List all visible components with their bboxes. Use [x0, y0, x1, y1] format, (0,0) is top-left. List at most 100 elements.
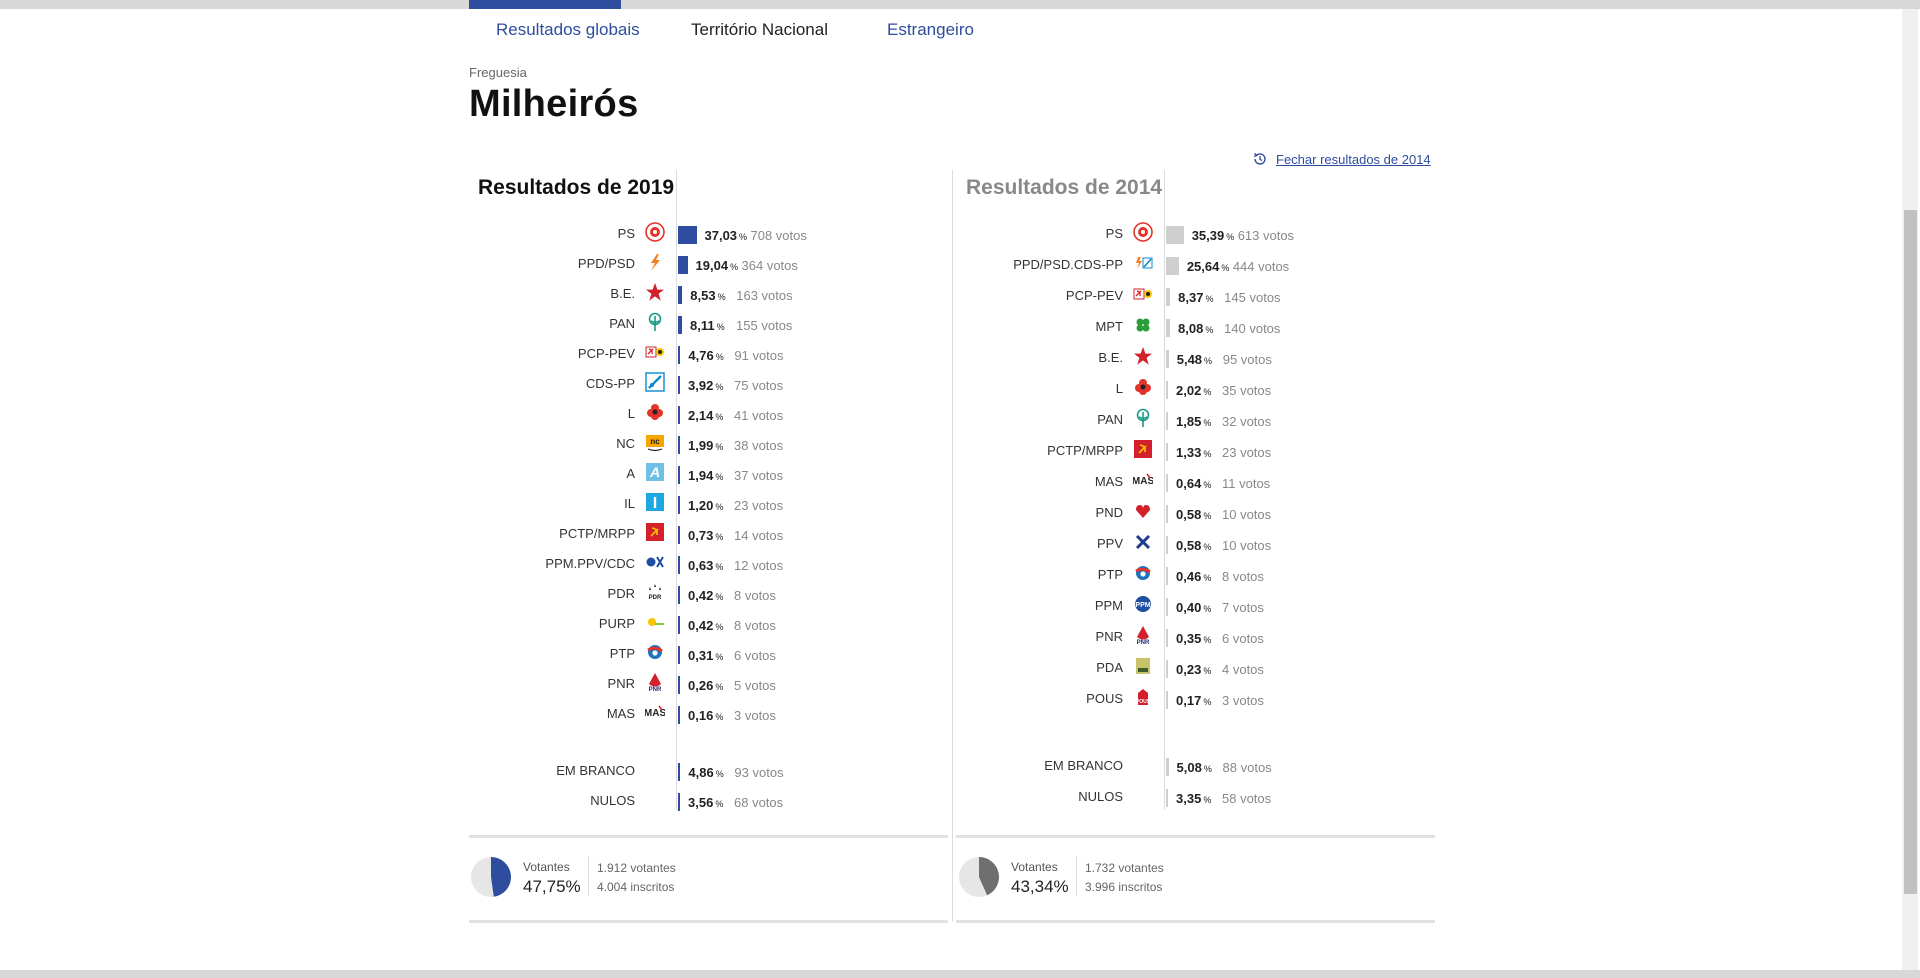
ps-icon	[1133, 222, 1153, 242]
party-name-box: PDR	[0, 582, 635, 606]
percent-sign: %	[1203, 764, 1212, 774]
turnout-voters-2019: 1.912 votantes	[597, 861, 676, 875]
svg-text:PNR: PNR	[1137, 640, 1150, 645]
result-percent-value: 0,40	[1176, 600, 1202, 615]
party-name: L	[1115, 381, 1123, 396]
result-percent: 1,20%	[688, 498, 723, 513]
percent-sign: %	[716, 322, 725, 332]
result-bar	[1166, 789, 1168, 807]
result-bar	[1166, 226, 1184, 244]
party-row-pous: POUS POUS 0,17% 3 votos	[0, 687, 1264, 711]
result-percent-value: 0,17	[1176, 693, 1202, 708]
party-name: PDA	[1096, 660, 1123, 675]
party-name-box: PPM	[0, 594, 1123, 618]
result-votes: 37 votos	[734, 468, 784, 483]
party-row-pan: PAN 8,11% 155 votos	[0, 312, 792, 336]
tab-estrangeiro[interactable]: Estrangeiro	[887, 20, 974, 39]
svg-text:MAS: MAS	[645, 708, 665, 719]
party-row-ps: PS 35,39% 613 votos	[0, 222, 1294, 246]
result-percent-value: 8,11	[690, 318, 715, 333]
party-name: PTP	[609, 646, 635, 661]
close-2014-results-link[interactable]: Fechar resultados de 2014	[1252, 151, 1431, 167]
result-votes: 14 votos	[734, 528, 784, 543]
party-name-box: PNR	[0, 672, 635, 696]
result-bar	[678, 376, 680, 394]
pctp-icon	[646, 523, 664, 541]
result-votes: 444 votos	[1232, 259, 1290, 274]
result-percent-value: 19,04	[695, 258, 729, 273]
party-name-box: PAN	[0, 408, 1123, 432]
separator-2019-top	[469, 835, 948, 838]
party-name-box: EM BRANCO	[0, 759, 635, 783]
result-percent-value: 0,16	[688, 708, 714, 723]
party-row-nulos: NULOS 3,56% 68 votos	[0, 789, 783, 813]
cds-icon	[645, 372, 665, 392]
party-name: PND	[1095, 505, 1123, 520]
party-name-box: PCTP/MRPP	[0, 522, 635, 546]
result-bar	[1166, 381, 1168, 399]
percent-sign: %	[715, 682, 724, 692]
result-votes: 93 votos	[734, 765, 784, 780]
top-progress-bar	[0, 0, 1920, 9]
party-name-box: PURP	[0, 612, 635, 636]
result-percent: 5,48%	[1177, 352, 1212, 367]
result-bar	[678, 556, 680, 574]
turnout-percent-2019: 47,75%	[523, 877, 581, 896]
party-name-box: MAS	[0, 470, 1123, 494]
result-percent-value: 37,03	[704, 228, 738, 243]
party-row-a: A A 1,94% 37 votos	[0, 462, 783, 486]
result-percent: 3,56%	[688, 795, 723, 810]
party-row-pda: PDA 0,23% 4 votos	[0, 656, 1264, 680]
scrollbar-thumb[interactable]	[1904, 210, 1917, 894]
result-percent-value: 4,76	[688, 348, 714, 363]
result-votes: 10 votos	[1222, 507, 1272, 522]
psd-icon	[651, 254, 660, 271]
pcp-pev-icon	[1133, 288, 1152, 300]
party-name-box: PCP-PEV	[0, 284, 1123, 308]
turnout-label-2014: Votantes	[1011, 860, 1058, 874]
percent-sign: %	[1205, 294, 1214, 304]
result-votes: 11 votos	[1222, 476, 1271, 491]
page-title: Milheirós	[469, 83, 639, 125]
result-percent-value: 25,64	[1186, 259, 1220, 274]
party-name-box: PS	[0, 222, 635, 246]
party-row-pcp-pev: PCP-PEV 8,37% 145 votos	[0, 284, 1281, 308]
result-bar	[1166, 474, 1168, 492]
result-percent: 1,99%	[688, 438, 723, 453]
party-name-box: PTP	[0, 642, 635, 666]
result-percent-value: 3,56	[688, 795, 714, 810]
party-name: NULOS	[590, 793, 635, 808]
result-bar	[1166, 758, 1169, 776]
party-row-pcp-pev: PCP-PEV 4,76% 91 votos	[0, 342, 784, 366]
result-percent: 3,92%	[688, 378, 723, 393]
percent-sign: %	[715, 622, 724, 632]
result-percent: 1,85%	[1176, 414, 1211, 429]
tab-territorio-nacional[interactable]: Território Nacional	[691, 20, 828, 39]
separator-2019-bottom	[469, 920, 948, 923]
result-percent: 8,53%	[690, 288, 725, 303]
svg-text:PPM: PPM	[1135, 602, 1150, 609]
result-percent-value: 0,42	[688, 618, 714, 633]
party-row-ppm: PPM PPM 0,40% 7 votos	[0, 594, 1264, 618]
tab-resultados-globais[interactable]: Resultados globais	[496, 20, 640, 39]
percent-sign: %	[715, 652, 724, 662]
percent-sign: %	[1203, 635, 1212, 645]
result-votes: 32 votos	[1222, 414, 1272, 429]
result-bar	[678, 616, 680, 634]
party-name-box: NULOS	[0, 789, 635, 813]
result-votes: 6 votos	[1222, 631, 1264, 646]
party-name-box: IL	[0, 492, 635, 516]
result-votes: 23 votos	[1222, 445, 1272, 460]
party-name: PS	[617, 226, 635, 241]
pan-tree-icon	[1136, 408, 1150, 427]
party-name: PDR	[607, 586, 635, 601]
percent-sign: %	[715, 382, 724, 392]
turnout-registered-2019: 4.004 inscritos	[597, 880, 675, 894]
party-row-pctp-mrpp: PCTP/MRPP 1,33% 23 votos	[0, 439, 1271, 463]
party-name: PCP-PEV	[1065, 288, 1123, 303]
percent-sign: %	[715, 502, 724, 512]
party-row-nulos: NULOS 3,35% 58 votos	[0, 785, 1271, 809]
mpt-clover-icon	[1136, 318, 1150, 332]
close-2014-results-label: Fechar resultados de 2014	[1276, 151, 1431, 167]
party-name-box: B.E.	[0, 346, 1123, 370]
